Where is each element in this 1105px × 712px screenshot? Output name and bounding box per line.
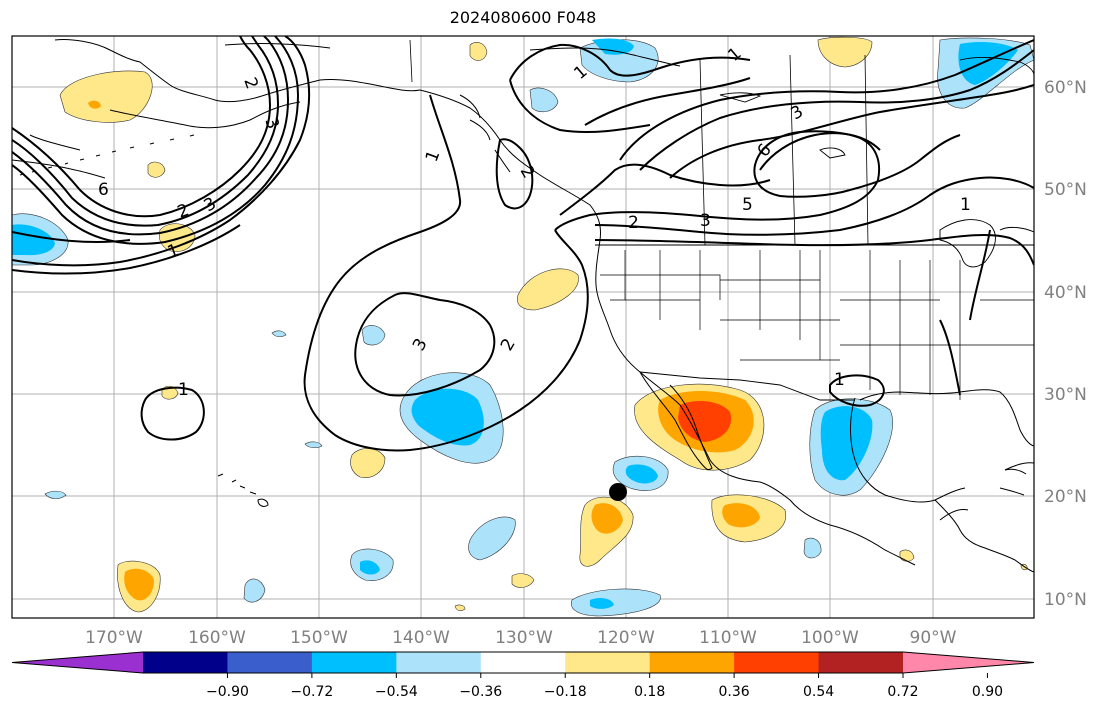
- map-frame: [11, 35, 1035, 619]
- longitude-labels: 170°W 160°W 150°W 140°W 130°W 120°W 110°…: [85, 628, 957, 648]
- contour-label: 1: [960, 195, 971, 215]
- lat-label: 20°N: [1044, 487, 1087, 507]
- colorbar-tick-label: −0.54: [375, 684, 418, 700]
- lat-label: 30°N: [1044, 385, 1087, 405]
- contour-label: 6: [98, 180, 109, 200]
- lat-label: 40°N: [1044, 283, 1087, 303]
- lat-label: 50°N: [1044, 180, 1087, 200]
- colorbar-segment: [734, 652, 820, 673]
- colorbar-segment: [227, 652, 313, 673]
- contour-label: 2: [628, 213, 639, 233]
- negative-anomaly-shading: [12, 37, 1034, 617]
- positive-anomaly-shading: [59, 36, 1028, 613]
- lon-label: 100°W: [801, 628, 859, 648]
- colorbar-segment: [565, 652, 651, 673]
- colorbar-tick-label: −0.90: [206, 684, 249, 700]
- lon-label: 140°W: [392, 628, 450, 648]
- cyclone-marker-icon: [609, 483, 627, 501]
- colorbar-tick-label: −0.18: [544, 684, 587, 700]
- lon-label: 90°W: [910, 628, 957, 648]
- colorbar-segment: [818, 652, 904, 673]
- lon-label: 130°W: [495, 628, 553, 648]
- colorbar: −0.90 −0.72 −0.54 −0.36 −0.18 0.18 0.36 0.54 0.7…: [11, 651, 1035, 700]
- colorbar-segment: [143, 652, 228, 673]
- contour-label: 5: [742, 195, 753, 215]
- colorbar-tick-label: 0.18: [634, 684, 665, 700]
- lon-label: 120°W: [597, 628, 655, 648]
- lat-label: 60°N: [1044, 78, 1087, 98]
- contour-lines: [12, 36, 1034, 452]
- colorbar-segment: [480, 652, 566, 673]
- colorbar-tick-label: 0.72: [887, 684, 918, 700]
- colorbar-segment: [311, 652, 397, 673]
- lon-label: 170°W: [85, 628, 143, 648]
- gridlines: [12, 36, 1034, 618]
- lon-label: 160°W: [188, 628, 246, 648]
- lat-label: 10°N: [1044, 590, 1087, 610]
- colorbar-segment: [396, 652, 482, 673]
- coastlines-and-borders: [12, 39, 1034, 573]
- colorbar-outline: [11, 651, 1035, 674]
- lon-label: 150°W: [290, 628, 348, 648]
- map-panel: [12, 36, 1034, 618]
- colorbar-tick-label: −0.36: [459, 684, 502, 700]
- map-title: 2024080600 F048: [449, 8, 597, 27]
- colorbar-segment: [649, 652, 735, 673]
- colorbar-extend-low: [12, 652, 143, 673]
- colorbar-tick-label: 0.36: [719, 684, 750, 700]
- colorbar-tick-label: 0.54: [803, 684, 834, 700]
- latitude-labels: 60°N 50°N 40°N 30°N 20°N 10°N: [1044, 78, 1087, 610]
- lon-label: 110°W: [699, 628, 757, 648]
- contour-label: 1: [834, 370, 845, 390]
- colorbar-extend-high: [903, 652, 1034, 673]
- contour-label: 1: [178, 380, 189, 400]
- colorbar-tick-label: −0.72: [290, 684, 333, 700]
- colorbar-tick-label: 0.90: [972, 684, 1003, 700]
- contour-label: 3: [700, 211, 711, 231]
